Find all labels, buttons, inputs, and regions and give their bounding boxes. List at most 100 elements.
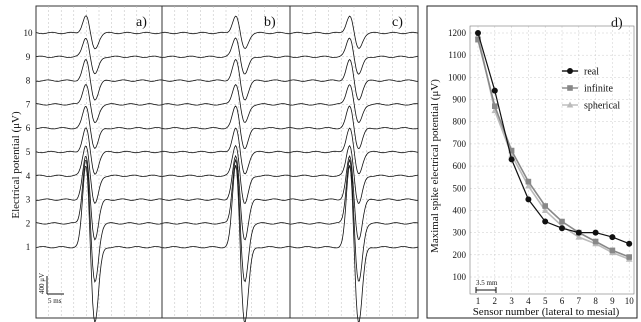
legend-entry-infinite: infinite	[562, 84, 613, 95]
y-tick-label: 600	[453, 161, 467, 171]
data-point	[475, 30, 481, 36]
trace-line	[161, 105, 290, 150]
legend-entry-real: real	[562, 67, 599, 78]
plot-d-frame	[426, 5, 638, 319]
y-tick-label: 100	[453, 272, 467, 282]
channel-label: 6	[26, 123, 31, 133]
trace-line	[162, 37, 291, 75]
trace-line	[289, 15, 419, 49]
trace-panel-label: b)	[264, 15, 276, 30]
channel-label: 5	[26, 147, 31, 157]
data-point	[575, 229, 582, 236]
data-point	[491, 87, 498, 94]
data-point	[609, 247, 616, 254]
y-tick-label: 200	[453, 250, 467, 260]
traces-figure: Electrical potential (μV) 1 2 3 4 5 6 7 8 9 10 a)…	[10, 5, 419, 322]
trace-line	[35, 59, 162, 101]
trace-line	[35, 160, 163, 283]
plot-d-annotation: 3.5 mm	[475, 279, 498, 293]
trace-line	[161, 84, 291, 123]
trace-line	[289, 155, 418, 240]
x-tick-label: 4	[526, 296, 531, 306]
x-tick-label: 10	[625, 296, 635, 306]
x-tick-label: 2	[493, 296, 498, 306]
trace-line	[161, 144, 291, 204]
channel-labels: 1 2 3 4 5 6 7 8 9 10	[24, 28, 34, 252]
y-tick-label: 400	[453, 205, 467, 215]
data-point	[508, 151, 515, 158]
channel-label: 7	[26, 99, 31, 109]
data-point	[559, 225, 565, 232]
y-tick-label: 700	[453, 139, 467, 149]
data-point	[626, 240, 633, 247]
channel-label: 3	[26, 195, 31, 205]
plot-d-series	[474, 30, 633, 262]
y-tick-label: 1200	[448, 28, 467, 38]
traces-ylabel: Electrical potential (μV)	[10, 111, 22, 219]
channel-label: 4	[26, 171, 31, 181]
series-line	[477, 32, 630, 245]
series-line	[477, 35, 630, 261]
x-tick-label: 3	[509, 296, 514, 306]
data-point	[609, 234, 616, 241]
annotation-text: 3.5 mm	[476, 279, 498, 287]
plot-d-axes: 100 200 300 400 500 600 700 800 900 1000 1100 1200 1…	[448, 25, 635, 306]
trace-line	[289, 127, 419, 175]
plot-d-grid	[470, 26, 634, 294]
channel-label: 8	[26, 76, 31, 86]
trace-panel-label: c)	[392, 15, 403, 30]
legend-marker	[567, 68, 573, 74]
data-point	[542, 203, 548, 209]
trace-line	[35, 127, 163, 175]
data-point	[525, 196, 532, 203]
trace-line	[289, 37, 419, 75]
trace-line	[289, 144, 419, 204]
data-point	[592, 229, 599, 236]
trace-line	[161, 165, 290, 322]
series-spherical	[474, 31, 633, 262]
channel-label: 10	[24, 28, 34, 38]
trace-panel-label: a)	[136, 15, 147, 30]
data-point	[542, 218, 549, 225]
channel-label: 2	[26, 218, 31, 228]
plot-d-panel-label: d)	[611, 16, 623, 31]
data-point	[508, 156, 515, 163]
x-tick-label: 5	[543, 296, 548, 306]
legend-marker	[567, 85, 573, 91]
trace-line	[35, 156, 163, 241]
legend-marker	[566, 101, 574, 108]
scale-bar: 400 μV 5 ms	[38, 273, 64, 305]
trace-line	[161, 58, 291, 101]
trace-line	[35, 15, 163, 50]
plot-d-area	[469, 25, 635, 295]
x-tick-label: 9	[610, 296, 615, 306]
series-infinite	[475, 36, 632, 260]
trace-panel: a)	[35, 5, 163, 322]
trace-line	[35, 38, 163, 75]
series-line	[477, 39, 630, 258]
plot-d-ylabel: Maximal spike electrical potential (μV)	[429, 79, 441, 253]
scale-bar-amplitude-label: 400 μV	[38, 273, 46, 294]
legend-entry-spherical: spherical	[562, 101, 620, 112]
y-tick-label: 900	[453, 95, 467, 105]
legend-label: real	[584, 67, 599, 78]
data-point	[475, 36, 481, 43]
series-real	[475, 30, 633, 247]
y-tick-label: 800	[453, 117, 467, 127]
data-point	[525, 182, 532, 189]
data-point	[559, 218, 565, 225]
data-point	[541, 206, 549, 213]
plot-d-legend: real infinite spherical	[562, 67, 620, 112]
trace-line	[161, 127, 291, 175]
x-tick-label: 1	[476, 296, 481, 306]
trace-line	[289, 58, 418, 101]
trace-line	[35, 165, 163, 322]
trace-panel: c)	[289, 5, 419, 322]
trace-line	[161, 15, 290, 49]
scale-bar-time-label: 5 ms	[48, 297, 62, 305]
trace-line	[36, 84, 163, 124]
y-tick-label: 1100	[448, 50, 466, 60]
trace-line	[35, 106, 163, 149]
data-point	[575, 233, 583, 240]
